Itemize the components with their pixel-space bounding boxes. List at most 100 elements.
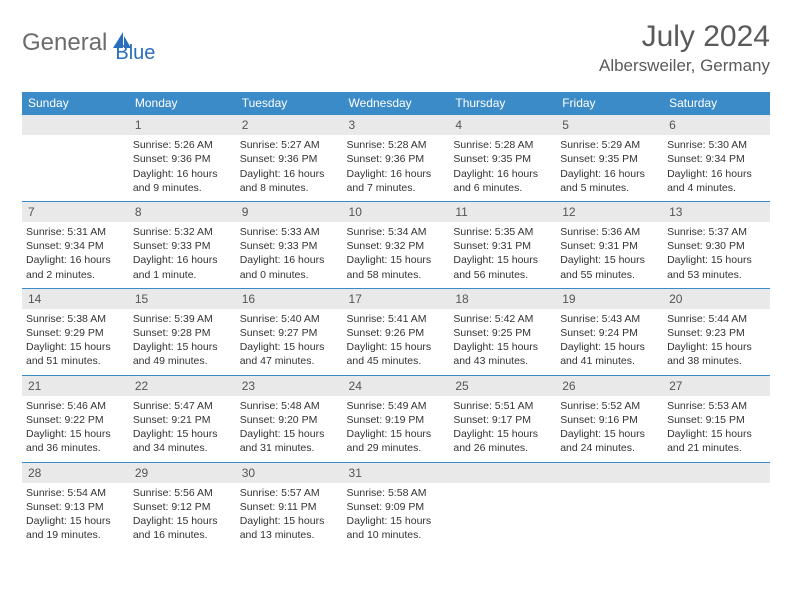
- day-number-empty: .: [449, 463, 556, 483]
- sunset-text: Sunset: 9:16 PM: [560, 413, 659, 427]
- sunrise-text: Sunrise: 5:57 AM: [240, 486, 339, 500]
- day-number: 20: [663, 289, 770, 309]
- calendar-day-cell: 27Sunrise: 5:53 AMSunset: 9:15 PMDayligh…: [663, 375, 770, 462]
- calendar-day-cell: 3Sunrise: 5:28 AMSunset: 9:36 PMDaylight…: [343, 115, 450, 202]
- calendar-day-cell: 25Sunrise: 5:51 AMSunset: 9:17 PMDayligh…: [449, 375, 556, 462]
- calendar-day-cell: 22 Sunrise: 5:47 AMSunset: 9:21 PMDayligh…: [129, 375, 236, 462]
- calendar-day-cell: 30Sunrise: 5:57 AMSunset: 9:11 PMDayligh…: [236, 462, 343, 548]
- month-title: July 2024: [599, 20, 770, 54]
- sunset-text: Sunset: 9:13 PM: [26, 500, 125, 514]
- calendar-day-cell: 7Sunrise: 5:31 AMSunset: 9:34 PMDaylight…: [22, 201, 129, 288]
- calendar-day-cell: 9Sunrise: 5:33 AMSunset: 9:33 PMDaylight…: [236, 201, 343, 288]
- daylight-text: Daylight: 16 hours and 6 minutes.: [453, 167, 552, 195]
- daylight-text: Daylight: 15 hours and 47 minutes.: [240, 340, 339, 368]
- calendar-week-row: 7 Sunrise: 5:31 AMSunset: 9:34 PM Daylight…: [22, 201, 770, 288]
- calendar-day-cell: 18Sunrise: 5:42 AMSunset: 9:25 PMDayligh…: [449, 288, 556, 375]
- daylight-text: Daylight: 15 hours and 45 minutes.: [347, 340, 446, 368]
- calendar-day-cell: 13Sunrise: 5:37 AMSunset: 9:30 PMDayligh…: [663, 201, 770, 288]
- sunset-text: Sunset: 9:09 PM: [347, 500, 446, 514]
- daylight-text: Daylight: 16 hours and 0 minutes.: [240, 253, 339, 281]
- sunset-text: Sunset: 9:34 PM: [667, 152, 766, 166]
- calendar-day-cell: 5Sunrise: 5:29 AMSunset: 9:35 PMDaylight…: [556, 115, 663, 202]
- sunset-text: Sunset: 9:34 PM: [26, 239, 125, 253]
- calendar-day-cell: 15Sunrise: 5:39 AMSunset: 9:28 PMDayligh…: [129, 288, 236, 375]
- day-number: 22: [129, 376, 236, 396]
- day-number: 16: [236, 289, 343, 309]
- daylight-text: Daylight: 16 hours and 7 minutes.: [347, 167, 446, 195]
- calendar-day-cell: 19Sunrise: 5:43 AMSunset: 9:24 PMDayligh…: [556, 288, 663, 375]
- daylight-text: Daylight: 15 hours and 36 minutes.: [26, 427, 125, 455]
- calendar-day-cell: 16Sunrise: 5:40 AMSunset: 9:27 PMDayligh…: [236, 288, 343, 375]
- calendar-week-row: 14Sunrise: 5:38 AMSunset: 9:29 PMDayligh…: [22, 288, 770, 375]
- logo: General Blue: [22, 20, 155, 65]
- day-number: 7: [22, 202, 129, 222]
- day-number: 23: [236, 376, 343, 396]
- day-number: 10: [343, 202, 450, 222]
- calendar-day-cell: .: [556, 462, 663, 548]
- sunrise-text: Sunrise: 5:37 AM: [667, 225, 766, 239]
- sunrise-text: Sunrise: 5:52 AM: [560, 399, 659, 413]
- sunset-text: Sunset: 9:17 PM: [453, 413, 552, 427]
- sunset-text: Sunset: 9:33 PM: [240, 239, 339, 253]
- calendar-day-cell: 24Sunrise: 5:49 AMSunset: 9:19 PMDayligh…: [343, 375, 450, 462]
- sunset-text: Sunset: 9:29 PM: [26, 326, 125, 340]
- daylight-text: Daylight: 16 hours and 4 minutes.: [667, 167, 766, 195]
- weekday-header: Thursday: [449, 92, 556, 115]
- sunrise-text: Sunrise: 5:30 AM: [667, 138, 766, 152]
- sunrise-text: Sunrise: 5:31 AM: [26, 225, 125, 239]
- calendar-day-cell: .: [449, 462, 556, 548]
- sunrise-text: Sunrise: 5:56 AM: [133, 486, 232, 500]
- daylight-text: Daylight: 15 hours and 21 minutes.: [667, 427, 766, 455]
- weekday-header-row: Sunday Monday Tuesday Wednesday Thursday…: [22, 92, 770, 115]
- calendar-day-cell: 31Sunrise: 5:58 AMSunset: 9:09 PMDayligh…: [343, 462, 450, 548]
- day-number: 26: [556, 376, 663, 396]
- daylight-text: Daylight: 15 hours and 43 minutes.: [453, 340, 552, 368]
- calendar-day-cell: 21Sunrise: 5:46 AMSunset: 9:22 PMDayligh…: [22, 375, 129, 462]
- calendar-day-cell: 6 Sunrise: 5:30 AMSunset: 9:34 PMDaylight…: [663, 115, 770, 202]
- sunset-text: Sunset: 9:35 PM: [453, 152, 552, 166]
- daylight-text: Daylight: 15 hours and 24 minutes.: [560, 427, 659, 455]
- daylight-text: Daylight: 15 hours and 34 minutes.: [133, 427, 232, 455]
- sunset-text: Sunset: 9:19 PM: [347, 413, 446, 427]
- calendar-day-cell: 8Sunrise: 5:32 AMSunset: 9:33 PMDaylight…: [129, 201, 236, 288]
- logo-text-general: General: [22, 29, 107, 57]
- calendar-day-cell: 10Sunrise: 5:34 AMSunset: 9:32 PMDayligh…: [343, 201, 450, 288]
- sunrise-text: Sunrise: 5:36 AM: [560, 225, 659, 239]
- day-number: 6: [663, 115, 770, 135]
- daylight-text: Daylight: 15 hours and 51 minutes.: [26, 340, 125, 368]
- sunset-text: Sunset: 9:21 PM: [133, 413, 232, 427]
- weekday-header: Monday: [129, 92, 236, 115]
- day-number: 11: [449, 202, 556, 222]
- sunset-text: Sunset: 9:33 PM: [133, 239, 232, 253]
- sunrise-text: Sunrise: 5:33 AM: [240, 225, 339, 239]
- daylight-text: Daylight: 15 hours and 41 minutes.: [560, 340, 659, 368]
- calendar-week-row: .1Sunrise: 5:26 AMSunset: 9:36 PMDayligh…: [22, 115, 770, 202]
- calendar-day-cell: 12Sunrise: 5:36 AMSunset: 9:31 PMDayligh…: [556, 201, 663, 288]
- day-number: 29: [129, 463, 236, 483]
- day-number-empty: .: [22, 115, 129, 135]
- sunrise-text: Sunrise: 5:48 AM: [240, 399, 339, 413]
- logo-text-blue: Blue: [115, 42, 155, 65]
- sunrise-text: Sunrise: 5:28 AM: [453, 138, 552, 152]
- sunrise-text: Sunrise: 5:44 AM: [667, 312, 766, 326]
- calendar-day-cell: 1Sunrise: 5:26 AMSunset: 9:36 PMDaylight…: [129, 115, 236, 202]
- sunrise-text: Sunrise: 5:32 AM: [133, 225, 232, 239]
- calendar-day-cell: 17Sunrise: 5:41 AMSunset: 9:26 PMDayligh…: [343, 288, 450, 375]
- day-number: 4: [449, 115, 556, 135]
- day-number: 30: [236, 463, 343, 483]
- header: General Blue July 2024 Albersweiler, Ger…: [22, 20, 770, 76]
- sunrise-text: Sunrise: 5:43 AM: [560, 312, 659, 326]
- calendar-day-cell: .: [22, 115, 129, 202]
- sunset-text: Sunset: 9:22 PM: [26, 413, 125, 427]
- sunrise-text: Sunrise: 5:51 AM: [453, 399, 552, 413]
- sunset-text: Sunset: 9:31 PM: [453, 239, 552, 253]
- sunset-text: Sunset: 9:11 PM: [240, 500, 339, 514]
- sunrise-text: Sunrise: 5:35 AM: [453, 225, 552, 239]
- daylight-text: Daylight: 15 hours and 58 minutes.: [347, 253, 446, 281]
- daylight-text: Daylight: 15 hours and 38 minutes.: [667, 340, 766, 368]
- day-number: 5: [556, 115, 663, 135]
- sunrise-text: Sunrise: 5:47 AM: [133, 399, 232, 413]
- weekday-header: Tuesday: [236, 92, 343, 115]
- sunset-text: Sunset: 9:31 PM: [560, 239, 659, 253]
- daylight-text: Daylight: 15 hours and 31 minutes.: [240, 427, 339, 455]
